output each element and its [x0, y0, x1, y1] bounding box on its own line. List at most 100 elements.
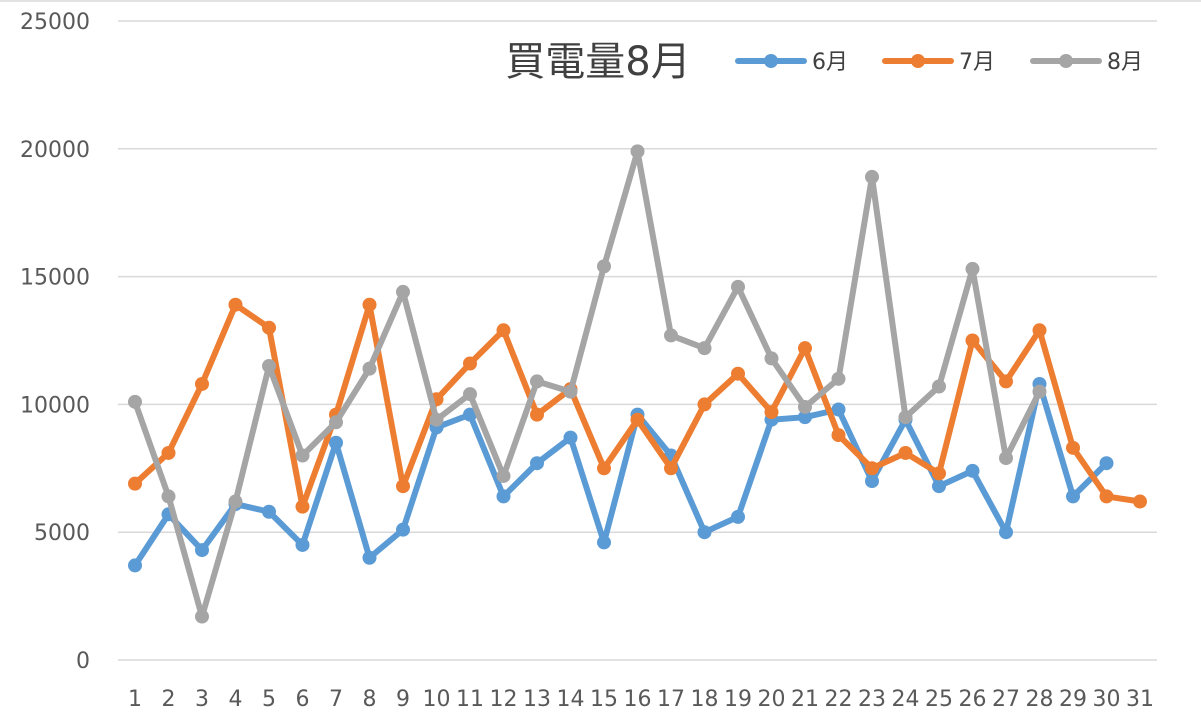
data-point: [195, 543, 209, 558]
x-tick-label: 12: [490, 687, 518, 712]
data-point: [228, 297, 243, 312]
data-point: [563, 430, 578, 445]
y-tick-label: 5000: [34, 521, 90, 546]
y-tick-label: 10000: [20, 393, 90, 418]
data-point: [429, 412, 444, 427]
data-point: [965, 463, 980, 478]
data-point: [865, 461, 879, 476]
data-point: [362, 550, 377, 565]
legend-item: 7月: [882, 50, 995, 75]
data-point: [463, 387, 477, 402]
data-point: [664, 461, 678, 476]
x-tick-label: 13: [523, 687, 551, 712]
data-point: [262, 320, 276, 335]
legend-swatch-marker: [1059, 54, 1073, 68]
data-point: [597, 259, 611, 274]
data-point: [630, 144, 645, 159]
data-point: [1032, 384, 1047, 399]
data-point: [362, 361, 377, 376]
data-point: [396, 522, 410, 537]
legend-item: 8月: [1030, 50, 1143, 75]
data-point: [630, 412, 645, 427]
x-tick-label: 9: [396, 687, 410, 712]
data-point: [597, 461, 611, 476]
data-point: [128, 476, 142, 491]
data-point: [1133, 494, 1147, 509]
x-tick-label: 23: [858, 687, 886, 712]
data-point: [463, 356, 477, 371]
data-point: [1099, 456, 1114, 471]
x-tick-label: 5: [262, 687, 276, 712]
series-layer: [128, 144, 1147, 624]
data-point: [865, 169, 879, 184]
data-point: [463, 407, 477, 422]
data-point: [295, 448, 310, 463]
x-tick-label: 10: [423, 687, 451, 712]
chart-title: 買電量8月: [505, 39, 690, 85]
data-point: [396, 284, 410, 299]
data-point: [798, 341, 812, 356]
data-point: [262, 359, 276, 374]
x-tick-label: 22: [825, 687, 853, 712]
data-point: [697, 397, 712, 412]
data-point: [697, 525, 712, 540]
data-point: [798, 410, 812, 425]
y-tick-label: 0: [76, 649, 90, 674]
data-point: [563, 384, 578, 399]
data-point: [764, 351, 779, 366]
x-tick-label: 2: [162, 687, 176, 712]
x-tick-label: 27: [992, 687, 1020, 712]
data-point: [999, 525, 1013, 540]
data-point: [362, 297, 377, 312]
legend: 6月 7月 8月: [735, 50, 1143, 75]
data-point: [932, 379, 946, 394]
x-tick-label: 14: [557, 687, 585, 712]
data-point: [865, 474, 879, 489]
x-tick-label: 19: [724, 687, 752, 712]
data-point: [530, 374, 544, 389]
data-point: [295, 537, 310, 552]
data-point: [697, 341, 712, 356]
x-tick-label: 16: [624, 687, 652, 712]
y-tick-label: 25000: [20, 10, 90, 35]
data-point: [1066, 489, 1080, 504]
data-point: [295, 499, 310, 514]
x-tick-label: 28: [1026, 687, 1054, 712]
legend-label: 8月: [1107, 50, 1143, 75]
legend-label: 7月: [959, 50, 995, 75]
data-point: [798, 399, 812, 414]
data-point: [496, 489, 511, 504]
x-axis-ticks: 1 2 3 4 5 6 7 8 9 10 11 12 13 14 15 16 17 18 19 20 21 22 23 24 2…: [128, 687, 1154, 712]
data-point: [932, 479, 946, 494]
data-point: [898, 445, 913, 460]
x-tick-label: 31: [1126, 687, 1154, 712]
x-tick-label: 24: [892, 687, 920, 712]
data-point: [597, 535, 611, 550]
x-tick-label: 1: [128, 687, 142, 712]
legend-swatch-marker: [911, 54, 925, 68]
data-point: [831, 428, 846, 443]
data-point: [831, 402, 846, 417]
x-tick-label: 7: [329, 687, 343, 712]
x-tick-label: 3: [195, 687, 209, 712]
data-point: [731, 366, 745, 381]
data-point: [965, 261, 980, 276]
x-tick-label: 15: [590, 687, 618, 712]
data-point: [999, 374, 1013, 389]
data-point: [965, 333, 980, 348]
series-3: [128, 144, 1047, 624]
y-tick-label: 20000: [20, 138, 90, 163]
x-tick-label: 29: [1059, 687, 1087, 712]
data-point: [898, 410, 913, 425]
data-point: [731, 279, 745, 294]
data-point: [496, 323, 511, 338]
data-point: [195, 609, 209, 624]
data-point: [128, 558, 142, 573]
y-axis-ticks: 0 5000 10000 15000 20000 25000: [20, 10, 90, 674]
series-line: [132, 148, 1043, 620]
data-point: [161, 489, 176, 504]
x-tick-label: 6: [296, 687, 310, 712]
data-point: [1066, 440, 1080, 455]
x-tick-label: 26: [959, 687, 987, 712]
